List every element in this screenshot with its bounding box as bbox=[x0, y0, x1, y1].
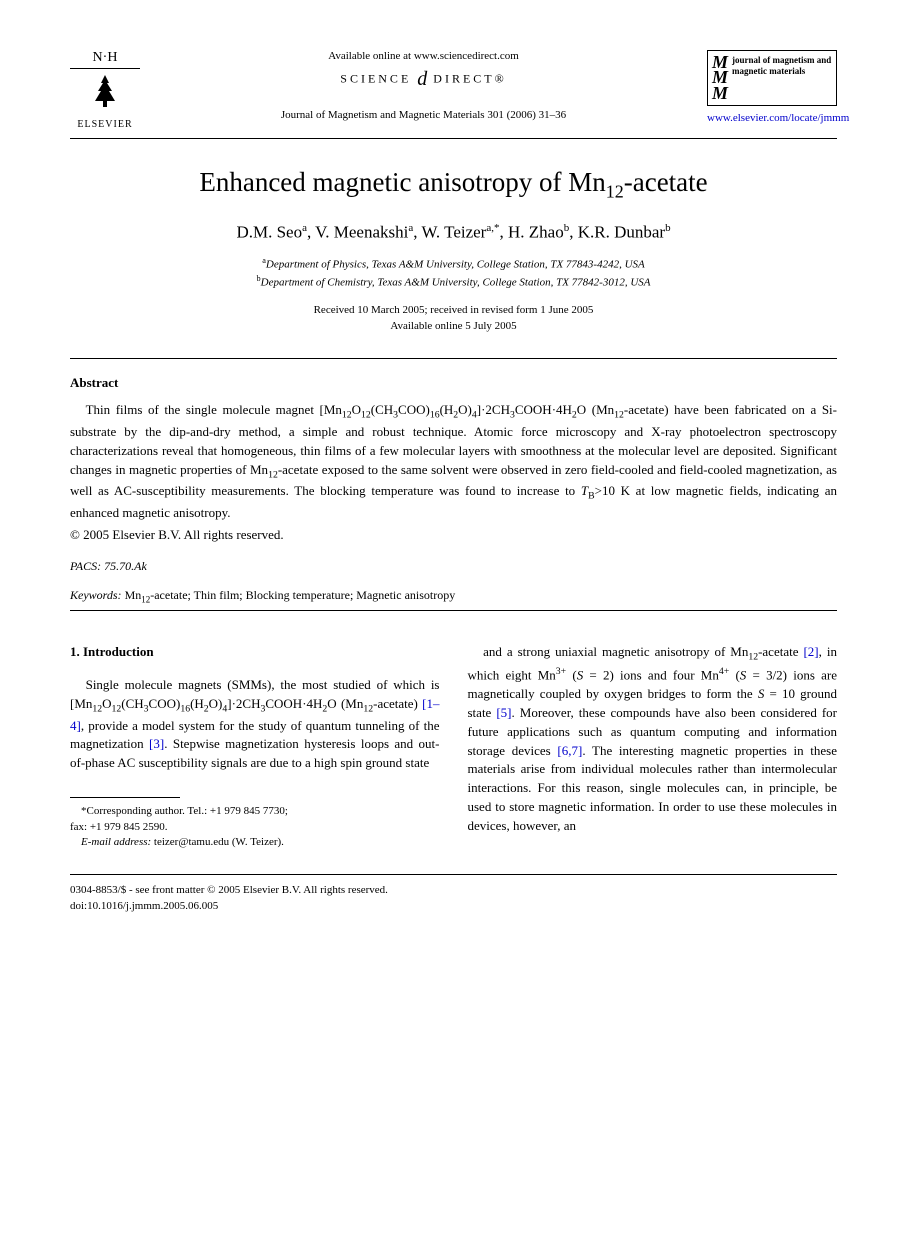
abstract-heading: Abstract bbox=[70, 375, 837, 391]
bottom-info: 0304-8853/$ - see front matter © 2005 El… bbox=[70, 883, 837, 914]
affiliations: aDepartment of Physics, Texas A&M Univer… bbox=[70, 255, 837, 291]
abstract-bottom-rule bbox=[70, 610, 837, 611]
center-header: Available online at www.sciencedirect.co… bbox=[140, 50, 707, 121]
citation-text: Journal of Magnetism and Magnetic Materi… bbox=[160, 109, 687, 121]
journal-logo: MMM journal of magnetism and magnetic ma… bbox=[707, 50, 837, 124]
footnote-email: E-mail address: teizer@tamu.edu (W. Teiz… bbox=[70, 835, 440, 850]
date-received: Received 10 March 2005; received in revi… bbox=[70, 303, 837, 318]
header-row: N·H ELSEVIER Available online at www.sci… bbox=[70, 50, 837, 130]
date-online: Available online 5 July 2005 bbox=[70, 319, 837, 334]
footnote-rule bbox=[70, 797, 180, 798]
intro-heading: 1. Introduction bbox=[70, 643, 440, 662]
title-sub: 12 bbox=[606, 181, 624, 201]
title-pre: Enhanced magnetic anisotropy of Mn bbox=[199, 167, 605, 197]
publisher-initials: N·H bbox=[70, 50, 140, 69]
footnote-fax: fax: +1 979 845 2590. bbox=[70, 820, 440, 835]
publisher-tree-icon bbox=[70, 71, 140, 117]
intro-col2-text: and a strong uniaxial magnetic anisotrop… bbox=[468, 643, 838, 836]
journal-logo-title: journal of magnetism and magnetic materi… bbox=[732, 55, 832, 77]
keywords-label: Keywords: bbox=[70, 588, 122, 602]
doi-line: doi:10.1016/j.jmmm.2005.06.005 bbox=[70, 899, 837, 914]
pacs-line: PACS: 75.70.Ak bbox=[70, 559, 837, 574]
dates: Received 10 March 2005; received in revi… bbox=[70, 303, 837, 334]
available-online-text: Available online at www.sciencedirect.co… bbox=[160, 50, 687, 62]
article-title: Enhanced magnetic anisotropy of Mn12-ace… bbox=[70, 167, 837, 202]
abstract-top-rule bbox=[70, 358, 837, 359]
publisher-name: ELSEVIER bbox=[70, 119, 140, 130]
publisher-logo: N·H ELSEVIER bbox=[70, 50, 140, 130]
title-post: -acetate bbox=[624, 167, 708, 197]
pacs-label: PACS: bbox=[70, 559, 101, 573]
column-right: and a strong uniaxial magnetic anisotrop… bbox=[468, 643, 838, 850]
keywords-value: Mn12-acetate; Thin film; Blocking temper… bbox=[125, 588, 456, 602]
abstract-copyright: © 2005 Elsevier B.V. All rights reserved… bbox=[70, 527, 837, 543]
bottom-rule bbox=[70, 874, 837, 875]
body-columns: 1. Introduction Single molecule magnets … bbox=[70, 643, 837, 850]
footnote-email-value: teizer@tamu.edu (W. Teizer). bbox=[154, 836, 284, 848]
footnote-corresponding: *Corresponding author. Tel.: +1 979 845 … bbox=[70, 804, 440, 819]
front-matter-line: 0304-8853/$ - see front matter © 2005 El… bbox=[70, 883, 837, 898]
authors: D.M. Seoa, V. Meenakshia, W. Teizera,*, … bbox=[70, 222, 837, 243]
journal-mmm-icon: MMM bbox=[712, 55, 728, 101]
intro-col1-text: Single molecule magnets (SMMs), the most… bbox=[70, 676, 440, 773]
footnote-email-label: E-mail address: bbox=[81, 836, 151, 848]
abstract-body: Thin films of the single molecule magnet… bbox=[70, 401, 837, 523]
affiliation-a: aDepartment of Physics, Texas A&M Univer… bbox=[70, 255, 837, 273]
keywords-line: Keywords: Mn12-acetate; Thin film; Block… bbox=[70, 588, 837, 604]
journal-url[interactable]: www.elsevier.com/locate/jmmm bbox=[707, 112, 837, 124]
pacs-value: 75.70.Ak bbox=[104, 559, 147, 573]
footnotes: *Corresponding author. Tel.: +1 979 845 … bbox=[70, 804, 440, 850]
column-left: 1. Introduction Single molecule magnets … bbox=[70, 643, 440, 850]
header-rule bbox=[70, 138, 837, 139]
affiliation-b: bDepartment of Chemistry, Texas A&M Univ… bbox=[70, 273, 837, 291]
science-direct-logo: SCIENCE d DIRECT® bbox=[160, 68, 687, 91]
